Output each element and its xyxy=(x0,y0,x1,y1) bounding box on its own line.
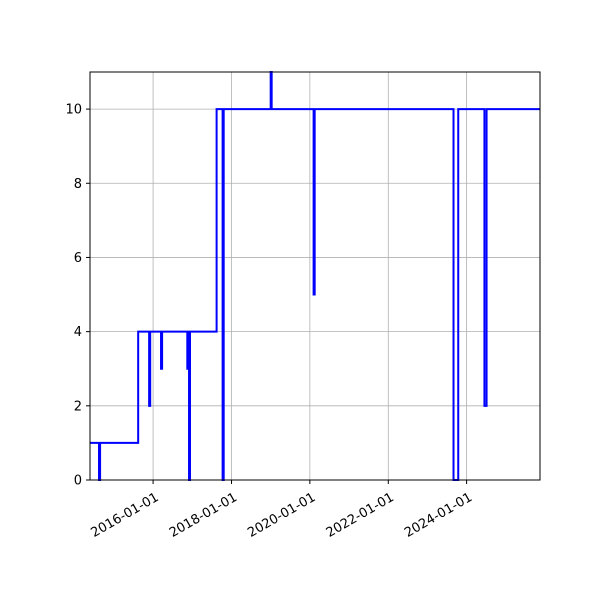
y-tick-label: 4 xyxy=(74,325,82,340)
series-layer xyxy=(90,71,540,481)
y-tick-label: 10 xyxy=(65,103,82,118)
y-tick-label: 6 xyxy=(74,251,82,266)
series-line-0 xyxy=(90,71,540,481)
y-axis: 0 2 4 6 8 10 xyxy=(65,103,90,489)
y-tick-label: 2 xyxy=(74,399,82,414)
y-tick-label: 8 xyxy=(74,177,82,192)
y-tick-label: 0 xyxy=(74,474,82,489)
plot-frame xyxy=(89,71,541,481)
